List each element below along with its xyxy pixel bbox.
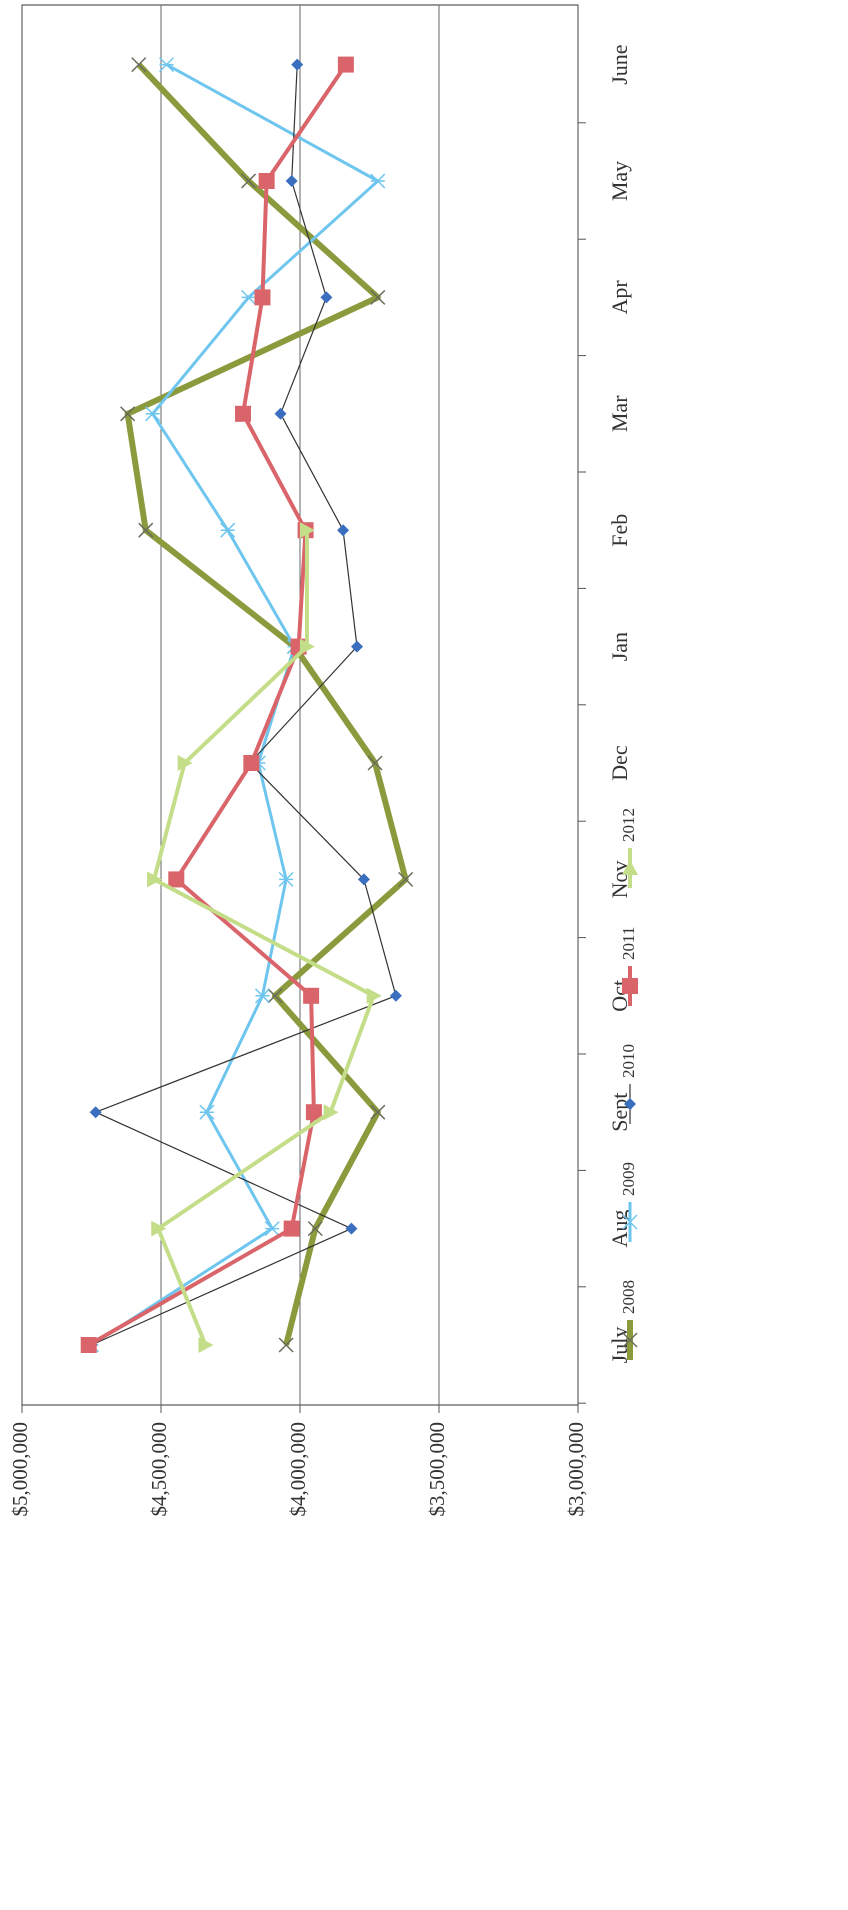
marker [278,1337,294,1353]
x-tick-label: Feb [607,514,632,547]
x-tick-label: Sept [607,1093,632,1132]
marker [323,1104,339,1121]
marker [89,1106,102,1119]
marker [366,987,382,1004]
marker [267,988,283,1004]
marker [357,873,370,886]
marker [370,289,386,305]
marker [120,406,136,422]
marker [131,57,147,73]
marker [305,1104,322,1121]
y-tick-label: $4,500,000 [147,1422,171,1517]
marker [622,1214,638,1230]
y-tick-label: $4,000,000 [286,1422,310,1517]
marker [235,405,252,422]
marker [199,1104,215,1120]
marker [622,1332,638,1348]
marker [145,406,161,422]
x-tick-label: Aug [607,1210,632,1248]
marker [264,1221,280,1237]
x-tick-label: Mar [607,395,632,432]
marker [147,871,163,888]
series-line [91,64,397,1346]
y-tick-label: $3,500,000 [425,1422,449,1517]
marker [243,755,260,771]
legend-label: 2012 [619,808,638,842]
marker [398,871,414,887]
marker [291,58,304,71]
marker [285,175,298,187]
marker [307,1221,323,1237]
legend-label: 2011 [619,927,638,960]
y-tick-label: $5,000,000 [8,1422,32,1517]
x-tick-label: June [607,44,632,84]
marker [299,522,315,539]
marker [345,1222,358,1235]
marker [168,871,185,888]
marker [350,640,363,653]
marker [177,755,193,771]
marker [367,755,383,771]
x-tick-label: May [607,161,632,201]
marker [241,289,257,305]
marker [159,57,175,73]
x-tick-label: Dec [607,745,632,781]
x-tick-label: Apr [607,280,632,315]
marker [622,978,638,994]
marker [370,173,386,189]
marker [138,522,154,538]
marker [254,988,271,1004]
marker [389,989,402,1002]
marker [320,291,333,304]
marker [274,407,287,420]
y-tick-label: $3,000,000 [564,1422,588,1517]
marker [370,1104,386,1120]
marker [220,522,236,538]
marker [241,173,257,189]
x-tick-label: Jan [607,632,632,661]
series-line [87,63,348,1347]
marker [80,1337,97,1353]
marker [151,1220,167,1237]
legend-label: 2008 [619,1280,638,1314]
legend: 2008 2009 2010 2011 2012 [619,808,638,1360]
marker [624,1098,636,1110]
legend-label: 2009 [619,1162,638,1196]
legend-label: 2010 [619,1044,638,1078]
series-line [124,62,409,1346]
marker [198,1337,214,1353]
marker [258,173,275,189]
marker [254,289,271,306]
marker [622,860,638,875]
marker [278,871,294,887]
series-line [152,530,376,1346]
marker [337,524,350,537]
marker [299,638,315,655]
marker [283,1220,300,1237]
marker [337,56,354,73]
marker [303,987,320,1004]
